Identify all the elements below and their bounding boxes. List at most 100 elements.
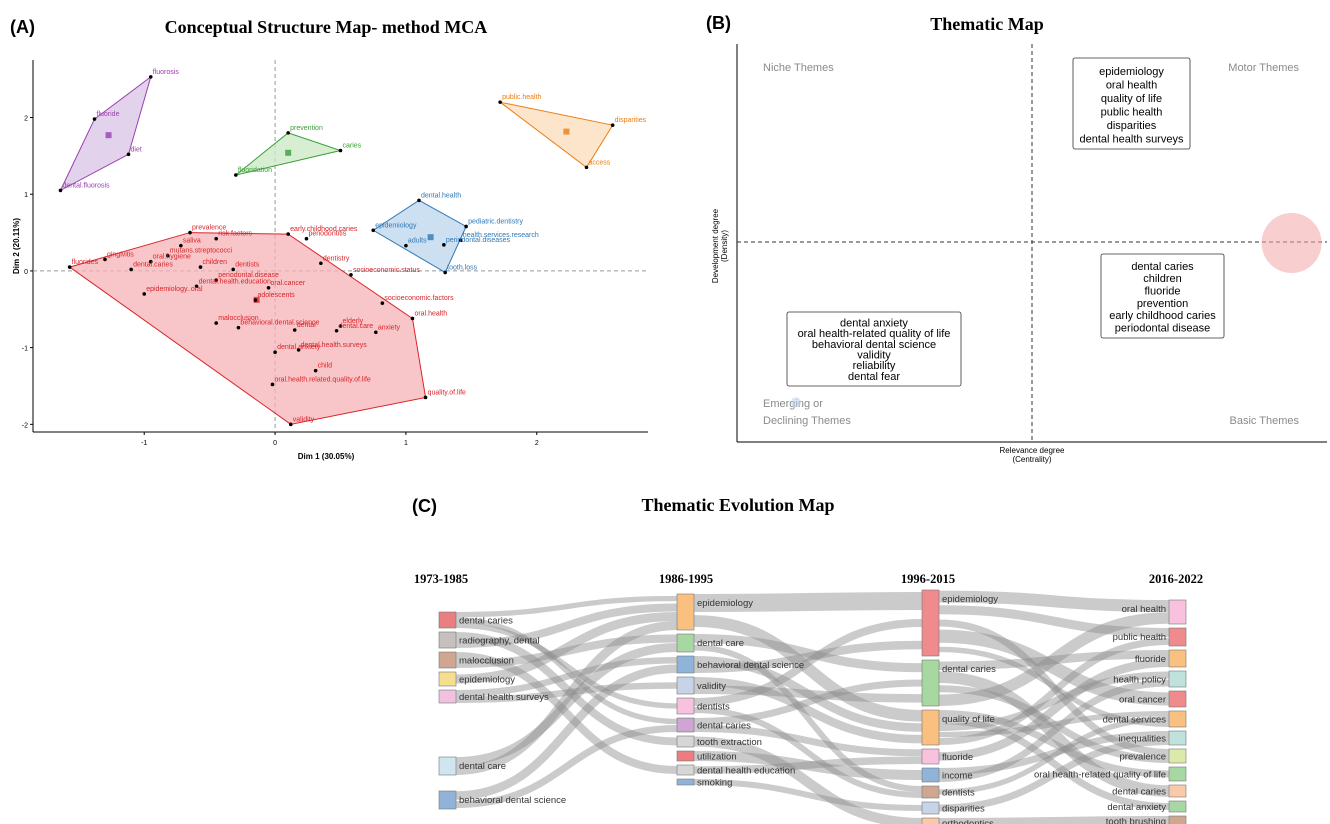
evolution-link — [938, 816, 1170, 824]
evolution-node-1-dental-care — [676, 633, 695, 653]
panel-a-letter: (A) — [10, 17, 35, 37]
mca-point-label: socioeconomic.factors — [384, 295, 454, 302]
evolution-link — [938, 658, 1170, 761]
mca-point-label: tooth.loss — [447, 264, 477, 271]
mca-point-label: dentistry — [323, 255, 350, 262]
evolution-node-label: dental services — [1103, 715, 1167, 726]
theme-word-dental-fear: dental fear — [848, 371, 900, 383]
evolution-link — [938, 685, 1170, 763]
mca-point-epidemiology — [371, 228, 376, 233]
evolution-node-1-behavioral-dental-science — [676, 655, 695, 674]
evolution-link — [455, 664, 678, 800]
mca-point-dental-anxiety — [273, 350, 277, 355]
cluster-2-centroid — [563, 128, 570, 135]
mca-point-label: public.health — [502, 94, 541, 101]
evolution-link — [455, 682, 678, 703]
mca-point-dental-health-education — [194, 284, 199, 289]
mca-x-tick-label: 0 — [273, 440, 277, 447]
evolution-node-2-dental-caries — [921, 659, 940, 707]
panel-b-letter: (B) — [706, 13, 731, 33]
evolution-link — [938, 646, 1170, 727]
mca-point-disparities — [610, 123, 615, 127]
evolution-link — [938, 711, 1170, 738]
mca-point-label: elderly — [343, 318, 364, 325]
evolution-link — [455, 652, 678, 774]
evolution-node-label: tooth extraction — [697, 737, 762, 748]
mca-point-label: saliva — [183, 238, 201, 245]
evolution-node-label: income — [942, 771, 973, 782]
evolution-node-3-dental-services — [1168, 710, 1187, 728]
mca-point-label: epidemiology..oral — [146, 286, 203, 293]
tm-x-label-1: Relevance degree — [1000, 446, 1065, 455]
mca-y-tick-label: 2 — [24, 116, 28, 123]
mca-point-label: dentists — [235, 261, 260, 268]
evolution-node-label: dental health education — [697, 766, 795, 777]
mca-point-label: caries — [343, 143, 362, 150]
evolution-link — [693, 677, 923, 744]
evolution-node-label: fluoride — [942, 752, 973, 763]
evolution-node-1-dental-health-education — [676, 764, 695, 776]
evolution-node-label: validity — [697, 681, 726, 692]
theme-word-quality-of-life: quality of life — [1101, 93, 1162, 105]
mca-point-dentistry — [319, 261, 323, 266]
theme-word-oral-health-related-quality-of-life: oral health-related quality of life — [798, 328, 951, 340]
mca-point-periodontal-disease — [214, 278, 218, 282]
period-label-1973-1985: 1973-1985 — [414, 572, 468, 586]
evolution-link — [455, 725, 678, 808]
evolution-node-label: dental caries — [697, 721, 751, 732]
mca-x-tick-label: -1 — [141, 440, 147, 447]
theme-word-children: children — [1143, 273, 1182, 285]
evolution-node-0-epidemiology — [438, 671, 457, 687]
panel-a-title: Conceptual Structure Map- method MCA — [165, 17, 488, 37]
mca-point-dental — [292, 328, 297, 332]
tm-y-label-1: Development degree — [711, 208, 720, 283]
quadrant-basic-label: Basic Themes — [1230, 415, 1300, 427]
theme-1-bubble — [1261, 213, 1322, 273]
mca-point-risk-factors — [214, 236, 218, 241]
mca-point-early-childhood-caries — [286, 232, 290, 236]
cluster-1-centroid — [285, 149, 292, 156]
evolution-link — [938, 612, 1170, 706]
mca-point-label: epidemiology — [375, 222, 417, 229]
mca-point-quality-of-life — [423, 395, 428, 400]
theme-word-disparities: disparities — [1107, 120, 1157, 132]
mca-point-label: periodontal.disease — [218, 272, 279, 279]
mca-point-caries — [338, 148, 343, 153]
evolution-link — [455, 621, 678, 775]
theme-word-public-health: public health — [1101, 106, 1163, 118]
mca-point-label: dental.caries — [133, 261, 173, 268]
evolution-node-label: behavioral dental science — [697, 660, 804, 671]
theme-word-epidemiology: epidemiology — [1099, 66, 1164, 78]
evolution-node-2-income — [921, 767, 940, 783]
mca-point-label: fluorosis — [153, 69, 180, 76]
mca-point-fluorosis — [148, 75, 153, 79]
mca-point-periodontal-diseases — [442, 243, 446, 247]
evolution-node-0-dental-caries — [438, 611, 457, 629]
mca-y-label: Dim 2 (20.11%) — [12, 218, 21, 274]
mca-point-label: health.services.research — [463, 232, 539, 239]
evolution-node-label: orthodontics — [942, 819, 994, 824]
evolution-link — [455, 632, 678, 746]
evolution-node-label: radiography, dental — [459, 636, 540, 647]
mca-point-label: oral.health.related.quality.of.life — [274, 376, 370, 383]
mca-point-oral-health — [410, 316, 415, 321]
evolution-node-label: smoking — [697, 778, 732, 789]
evolution-link — [938, 731, 1170, 775]
evolution-link — [693, 619, 923, 706]
mca-point-mutans-streptococci — [165, 253, 170, 258]
evolution-node-1-tooth-extraction — [676, 735, 695, 748]
evolution-node-3-oral-health-related-quality-of-life — [1168, 766, 1187, 782]
mca-point-label: dental.care — [339, 323, 374, 330]
mca-point-label: dental.fluorosis — [62, 182, 110, 189]
mca-x-tick-label: 1 — [404, 440, 408, 447]
evolution-node-1-validity — [676, 676, 695, 695]
mca-point-label: periodontal.diseases — [446, 237, 511, 244]
mca-point-label: children — [202, 259, 227, 266]
evolution-link — [693, 679, 923, 725]
mca-point-label: access — [589, 159, 611, 166]
evolution-link — [938, 679, 1170, 782]
evolution-link — [938, 738, 1170, 812]
mca-point-label: dental.health.surveys — [301, 342, 368, 349]
evolution-node-label: oral cancer — [1119, 695, 1166, 706]
evolution-node-label: dental care — [697, 638, 744, 649]
